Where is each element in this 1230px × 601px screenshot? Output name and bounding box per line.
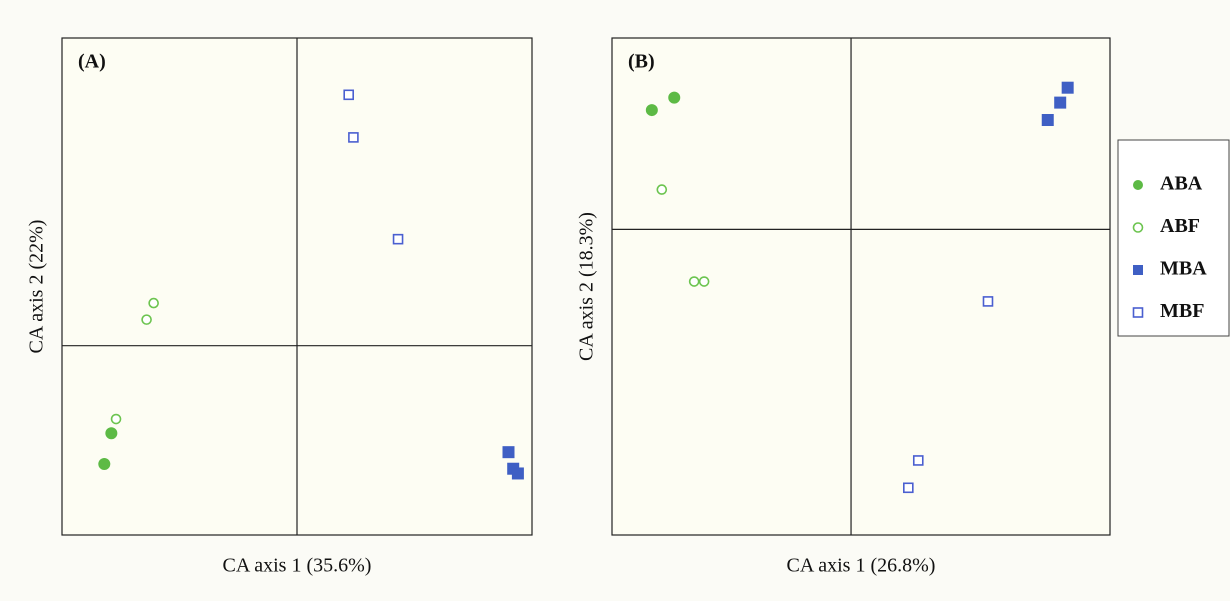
legend-marker <box>1132 222 1144 233</box>
legend-marker <box>1133 265 1143 275</box>
point <box>1061 81 1074 94</box>
legend-label: ABA <box>1160 173 1203 195</box>
point <box>656 184 668 195</box>
x-axis-label: CA axis 1 (35.6%) <box>223 555 372 577</box>
legend-marker <box>1133 180 1143 190</box>
point <box>392 233 404 245</box>
point <box>903 482 914 494</box>
point <box>511 467 524 480</box>
legend-box <box>1117 139 1230 337</box>
point <box>110 413 122 425</box>
plot-area <box>611 37 1111 536</box>
point <box>105 427 118 440</box>
legend-marker <box>1132 307 1144 318</box>
point <box>698 276 710 287</box>
panel-label: (B) <box>628 51 655 73</box>
point <box>148 297 159 309</box>
point <box>645 104 658 117</box>
point <box>98 458 111 470</box>
point <box>982 296 994 307</box>
legend-label: MBF <box>1160 300 1204 322</box>
point <box>688 276 700 287</box>
point <box>912 455 924 466</box>
point <box>141 314 152 325</box>
point <box>668 91 681 104</box>
x-axis-label: CA axis 1 (26.8%) <box>787 555 936 577</box>
y-axis-label: CA axis 2 (18.3%) <box>576 212 598 361</box>
panel-label: (A) <box>78 51 106 73</box>
point <box>343 89 355 101</box>
point <box>502 446 515 459</box>
legend-label: ABF <box>1160 215 1200 237</box>
y-axis-label: CA axis 2 (22%) <box>26 220 48 354</box>
point <box>1054 96 1067 109</box>
point <box>348 132 359 143</box>
legend-label: MBA <box>1160 258 1207 280</box>
point <box>1041 114 1054 127</box>
